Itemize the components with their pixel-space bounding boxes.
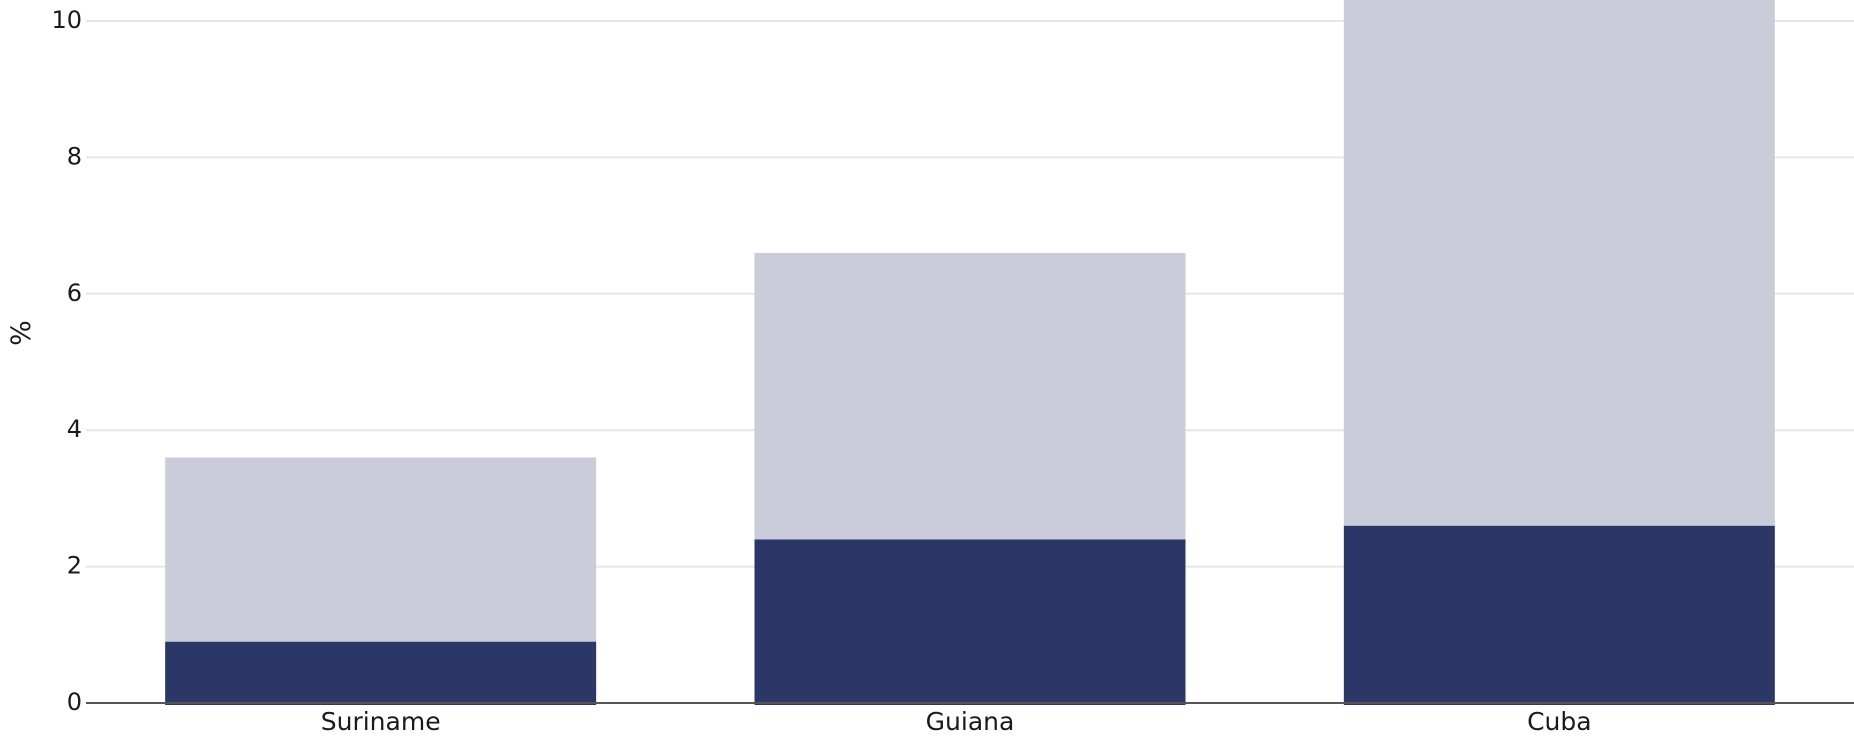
x-category-label: Suriname <box>321 707 441 735</box>
y-axis-ticks: 0 2 4 6 8 10 <box>51 6 82 716</box>
bars <box>165 0 1775 705</box>
y-axis-title: % <box>6 320 37 346</box>
y-tick-label: 6 <box>67 279 82 307</box>
y-tick-label: 10 <box>51 6 82 34</box>
y-tick-label: 2 <box>67 552 82 580</box>
bar-segment-guiana-series-2 <box>754 252 1186 540</box>
bar-segment-suriname-series-1 <box>165 641 597 705</box>
y-tick-label: 4 <box>67 415 82 443</box>
bar-segment-suriname-series-2 <box>165 457 597 642</box>
x-category-label: Cuba <box>1527 707 1592 735</box>
x-category-label: Guiana <box>926 707 1015 735</box>
y-tick-label: 0 <box>67 688 82 716</box>
bar-segment-cuba-series-2 <box>1343 0 1775 526</box>
bar-segment-guiana-series-1 <box>754 539 1186 705</box>
x-axis-labels: Suriname Guiana Cuba <box>321 707 1592 736</box>
bar-segment-cuba-series-1 <box>1343 525 1775 705</box>
y-tick-label: 8 <box>67 142 82 170</box>
